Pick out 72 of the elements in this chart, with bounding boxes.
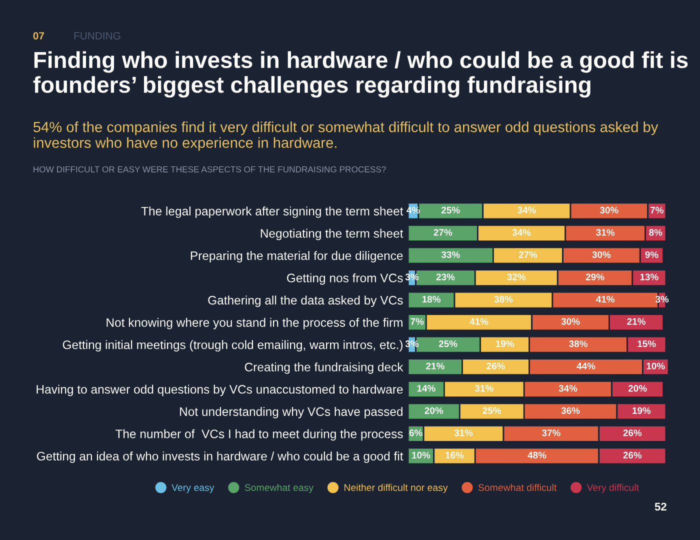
data-label: 7% (650, 206, 664, 214)
data-label: 41% (470, 318, 488, 325)
data-label: 38% (494, 296, 513, 303)
data-label: 20% (424, 407, 444, 414)
data-label: 21% (426, 362, 444, 370)
data-label: 48% (528, 452, 546, 458)
text: HOW DIFFICULT OR EASY WERE THESE ASPECTS OF THE FUNDRAISING PROCESS? (34, 166, 386, 172)
y-tick-label: The legal paperwork after signing the term sheet (141, 206, 404, 218)
data-label: 19% (496, 340, 514, 348)
data-label: 3% (405, 340, 419, 348)
data-label: 31% (474, 384, 494, 392)
data-label: 13% (640, 274, 658, 280)
y-tick-label: Gathering all the data asked by VCs (208, 296, 403, 307)
data-label: 34% (517, 206, 536, 214)
y-tick-label: Creating the fundraising deck (244, 362, 404, 374)
data-label: 30% (592, 251, 611, 258)
legend-label: Somewhat easy (244, 484, 314, 493)
data-label: 31% (454, 430, 473, 436)
data-label: 10% (646, 362, 665, 370)
data-label: 44% (576, 362, 596, 370)
legend-label: Neither difficult nor easy (344, 484, 448, 493)
data-label: 34% (512, 229, 531, 236)
legend-label: Very easy (172, 484, 214, 493)
data-label: 38% (569, 340, 588, 348)
data-label: 19% (632, 407, 651, 414)
legend-label: Somewhat difficult (478, 484, 557, 492)
data-label: 15% (638, 340, 656, 348)
data-label: 14% (417, 385, 436, 392)
y-tick-label: Getting an idea of who invests in hardware / who could be a good fit (36, 452, 404, 463)
data-label: 34% (558, 384, 578, 392)
y-tick-label: Getting initial meetings (trough cold emailing, warm intros, etc.) (62, 340, 402, 352)
data-label: 3% (405, 274, 419, 280)
data-label: 6% (409, 430, 422, 436)
data-label: 16% (446, 452, 464, 458)
data-label: 27% (518, 251, 538, 258)
data-label: 31% (596, 229, 615, 236)
data-label: 7% (410, 318, 424, 325)
data-label: 36% (561, 407, 580, 414)
chart-subtitle: 54% of the companies find it very difficult or somewhat difficult to answer odd questions asked by investors who have no experience in hardware. (33, 122, 658, 151)
y-tick-label: Having to answer odd questions by VCs unaccustomed to hardware (36, 384, 403, 396)
y-tick-label: Not understanding why VCs have passed (180, 406, 402, 418)
data-label: 25% (482, 407, 502, 414)
y-tick-label: Preparing the material for due diligence (190, 251, 403, 262)
data-label: 21% (627, 318, 646, 325)
data-label: 32% (507, 274, 526, 280)
data-label: 9% (645, 251, 658, 258)
text: 07 (33, 32, 44, 40)
data-label: 26% (623, 452, 642, 458)
data-label: 23% (436, 274, 455, 280)
data-label: 30% (561, 318, 580, 325)
data-label: 33% (441, 251, 460, 258)
text: FUNDING (74, 32, 120, 40)
data-label: 27% (434, 229, 452, 236)
data-label: 8% (649, 229, 662, 236)
data-label: 30% (600, 206, 618, 214)
y-tick-label: Not knowing where you stand in the process of the firm (106, 318, 402, 330)
data-label: 18% (422, 296, 441, 303)
data-label: 29% (586, 274, 604, 280)
data-label: 26% (486, 362, 505, 370)
data-label: 10% (412, 452, 430, 458)
text: 52 (654, 502, 666, 511)
data-label: 20% (628, 384, 647, 392)
data-label: 25% (438, 340, 458, 348)
legend-label: Very difficult (586, 484, 639, 493)
y-tick-label: Negotiating the term sheet (260, 228, 404, 240)
y-tick-label: Getting nos from VCs (287, 273, 403, 285)
data-label: 26% (623, 430, 642, 436)
y-tick-label: The number of VCs I had to meet during the process (115, 429, 403, 441)
data-label: 25% (442, 206, 460, 214)
chart-title: Finding who invests in hardware / who could be a good fit is founders’ biggest challenges regarding fundraising (33, 51, 688, 98)
data-label: 41% (596, 296, 615, 303)
data-label: 37% (542, 430, 560, 436)
